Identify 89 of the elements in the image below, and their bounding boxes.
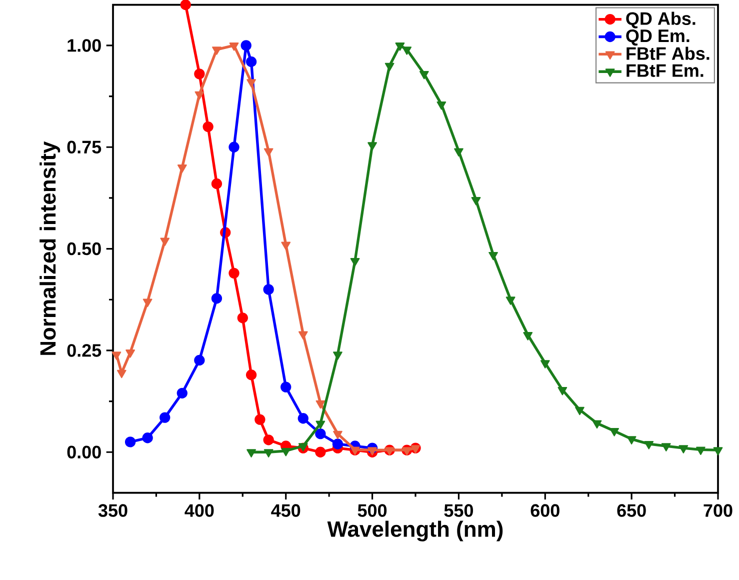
point (281, 242, 291, 250)
point (264, 449, 274, 458)
point (246, 79, 256, 88)
point (263, 434, 274, 446)
point (160, 412, 170, 423)
point (176, 388, 188, 399)
point (246, 370, 257, 380)
x-tick-label: 550 (444, 504, 473, 518)
point (246, 56, 257, 68)
x-tick-label: 650 (617, 504, 646, 518)
point (592, 420, 602, 429)
point (333, 352, 342, 360)
point (384, 62, 394, 72)
y-tick-label: 0.50 (67, 242, 101, 256)
y-axis-title: Normalized intensity (40, 141, 60, 356)
point (212, 46, 222, 55)
point (558, 387, 568, 396)
point (316, 400, 326, 409)
point (228, 142, 240, 153)
point (211, 293, 222, 304)
point (402, 447, 412, 456)
point (610, 428, 619, 436)
point (316, 420, 326, 430)
x-tick-label: 400 (184, 504, 214, 518)
point (626, 436, 636, 445)
point (384, 447, 394, 456)
point (177, 164, 187, 173)
point (281, 448, 291, 456)
point (678, 445, 688, 454)
point (644, 441, 654, 450)
point (112, 352, 122, 360)
point (661, 443, 671, 452)
point (263, 284, 274, 295)
point (228, 268, 240, 279)
point (180, 0, 191, 10)
point (298, 413, 308, 424)
point (436, 102, 446, 110)
point (713, 447, 723, 456)
point (523, 332, 533, 340)
point (575, 406, 584, 416)
legend-label: FBtF Abs. (626, 46, 710, 60)
point (471, 197, 481, 206)
point (142, 432, 153, 444)
x-axis-title: Wavelength (nm) (327, 520, 503, 542)
y-tick-label: 0.75 (67, 140, 102, 154)
point (350, 258, 360, 266)
point (419, 71, 429, 80)
point (124, 436, 136, 448)
point (315, 446, 326, 458)
point (116, 370, 126, 378)
legend-label: FBtF Em. (626, 64, 704, 78)
point (368, 142, 377, 151)
point (126, 350, 135, 358)
legend-label: QD Em. (626, 30, 690, 46)
x-tick-label: 500 (358, 504, 387, 518)
x-tick-label: 600 (530, 504, 560, 518)
y-tick-label: 1.00 (68, 39, 101, 52)
point (194, 68, 205, 80)
point (211, 178, 222, 190)
point (315, 428, 326, 440)
point (298, 331, 308, 340)
point (246, 449, 256, 458)
legend-label: QD Abs. (626, 12, 696, 28)
point (194, 354, 205, 366)
x-tick-label: 450 (271, 504, 300, 518)
x-tick-label: 350 (98, 504, 128, 518)
x-tick-label: 700 (704, 504, 732, 518)
point (264, 148, 274, 157)
point (237, 312, 248, 324)
point (160, 238, 170, 246)
point (696, 446, 706, 456)
point (332, 438, 344, 450)
point (540, 360, 550, 368)
point (402, 46, 412, 55)
point (254, 414, 266, 426)
point (488, 252, 498, 260)
point (142, 298, 152, 308)
point (395, 42, 405, 51)
point (280, 382, 292, 392)
point (333, 430, 342, 440)
point (240, 40, 252, 51)
point (410, 445, 420, 454)
point (202, 122, 214, 132)
point (194, 91, 204, 100)
point (506, 296, 516, 306)
point (229, 42, 239, 51)
point (454, 148, 464, 157)
y-tick-label: 0.00 (67, 446, 101, 459)
y-tick-label: 0.25 (67, 344, 102, 357)
